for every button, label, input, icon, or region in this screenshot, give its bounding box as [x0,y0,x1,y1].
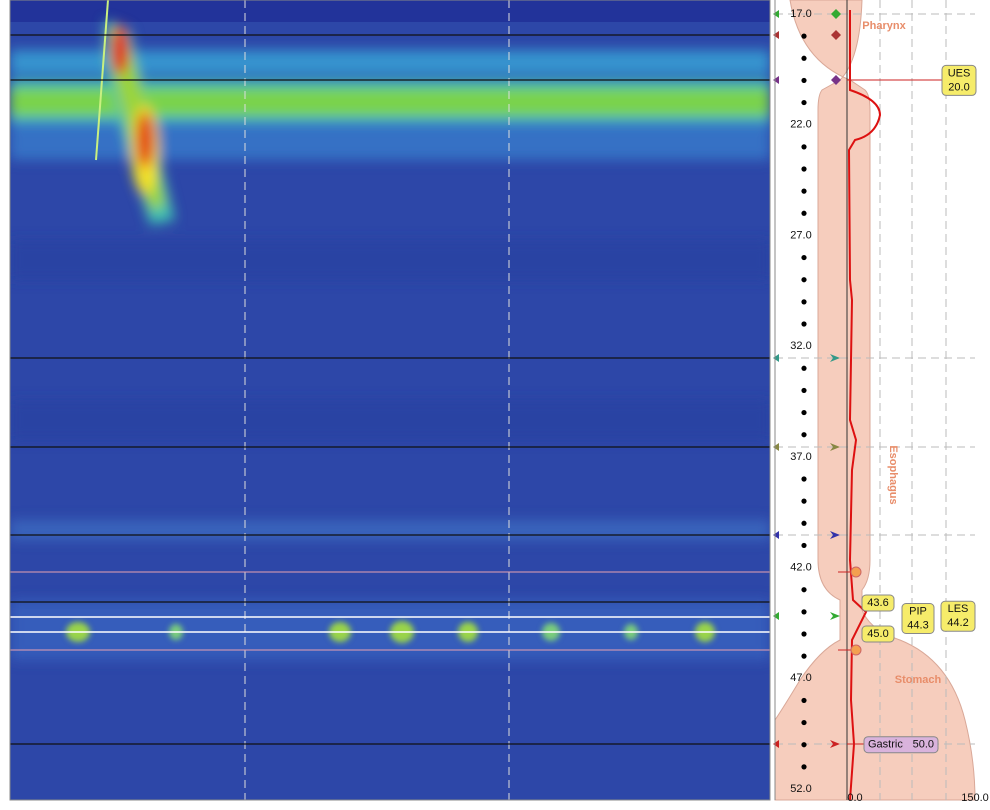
marker-value: 44.3 [907,619,928,631]
sensor-dot [801,55,807,61]
marker-value: 20.0 [948,81,969,93]
sensor-dot [801,476,807,482]
marker-box [901,603,935,634]
marker-value: 45.0 [867,628,888,640]
sensor-dot [801,387,807,394]
sensor-dot [801,321,807,327]
marker-name: Gastric [868,739,903,751]
region-label: Stomach [895,674,942,686]
marker-name: LES [948,603,969,615]
marker-value: 43.6 [867,597,888,609]
depth-tick-label: 47.0 [790,672,811,684]
marker-box [861,594,895,612]
depth-tick-label: 22.0 [790,119,811,131]
sensor-dot [801,742,807,748]
marker-value: 44.2 [947,617,968,629]
depth-tick-label: 32.0 [790,340,811,352]
sensor-dot [801,609,807,615]
sensor-dot [801,631,807,637]
depth-tick-label: 17.0 [790,8,811,20]
sensor-dot [801,520,807,526]
marker-name: PIP [909,605,927,617]
marker-box [863,736,939,754]
depth-tick-label: 37.0 [790,451,811,463]
sensor-dot [801,166,807,172]
sensor-dot [801,277,807,283]
region-label: Esophagus [887,445,899,504]
depth-tick-label: 52.0 [790,783,811,795]
sensor-dot [801,542,807,549]
sensor-dot [801,33,807,39]
sensor-dot [801,432,807,438]
sensor-dot [801,144,807,150]
marker-box [941,64,977,96]
anatomy-panel [773,0,990,801]
marker: 45.0 [861,625,895,643]
sensor-dot [801,210,807,216]
sensor-dot [801,299,807,305]
sensor-dot [801,409,807,416]
pressure-tick-label: 0.0 [847,792,862,804]
marker: 43.6 [861,594,895,612]
region-label: Pharynx [862,20,906,32]
sensor-dot [801,697,807,704]
sensor-dot [801,498,807,504]
sensor-dot [801,764,807,770]
sensor-dot [801,77,807,84]
pressure-tick-label: 150.0 [961,792,989,804]
depth-tick-label: 42.0 [790,561,811,573]
marker-value: 50.0 [913,739,934,751]
sensor-dot [801,653,807,659]
marker-name: UES [948,67,971,79]
sensor-dot [801,99,807,106]
sensor-dot [801,587,807,593]
sensor-dot [801,719,807,726]
depth-tick-label: 27.0 [790,229,811,241]
heatmap [10,0,770,800]
sensor-dot [801,254,807,261]
marker: UES 20.0 [941,64,977,96]
marker-box [861,625,895,643]
heatmap-frame [9,0,771,801]
marker-box [940,600,976,632]
sensor-dot [801,188,807,194]
marker: LES 44.2 [940,600,976,632]
marker: Gastric 50.0 [863,736,939,754]
sensor-dot [801,365,807,371]
marker: PIP 44.3 [901,603,935,634]
